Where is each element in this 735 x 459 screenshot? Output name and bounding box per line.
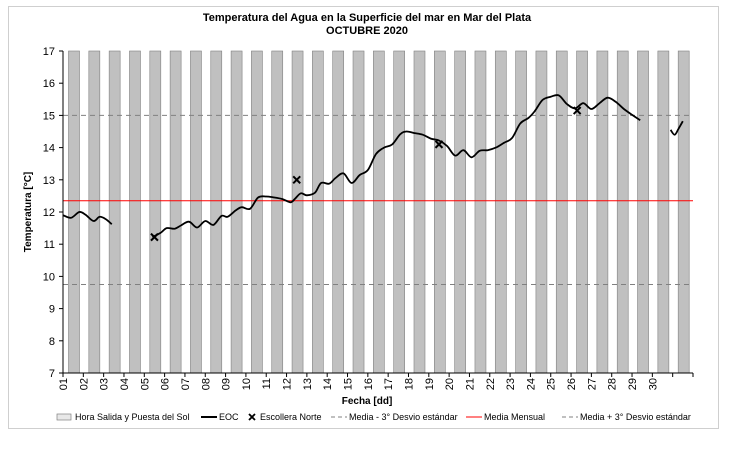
x-tick-label: 21 [464,378,476,390]
x-tick-label: 11 [261,378,273,389]
legend-label: Media + 3° Desvio estándar [580,412,691,422]
y-tick-label: 15 [43,110,55,122]
daylight-bar [637,50,649,374]
y-tick-label: 17 [43,46,55,58]
daylight-bar [149,50,162,374]
legend-label: Escollera Norte [260,412,322,422]
daylight-bar [291,50,304,374]
y-tick-label: 14 [43,143,55,155]
x-axis-label: Fecha [dd] [342,396,393,407]
escollera-norte-point [572,106,582,115]
y-tick-label: 16 [43,78,55,90]
daylight-bar [312,50,324,374]
daylight-bar [271,50,284,374]
daylight-bar [474,50,487,374]
daylight-bars [68,50,690,374]
x-tick-label: 19 [424,378,436,390]
x-tick-label: 05 [139,378,151,390]
y-tick-label: 8 [49,336,55,348]
y-tick-label: 11 [44,239,55,251]
daylight-bar [677,50,690,374]
x-tick-label: 08 [200,378,212,390]
daylight-bar [190,50,202,374]
y-tick-label: 12 [43,207,55,219]
daylight-bar [596,50,609,374]
daylight-bar [332,50,345,374]
y-tick-label: 7 [49,368,55,380]
y-tick-label: 13 [43,175,55,187]
x-tick-label: 13 [302,378,314,390]
daylight-bar [434,50,446,374]
x-tick-label: 17 [383,378,395,390]
x-tick-label: 15 [343,378,355,390]
legend-label: Hora Salida y Puesta del Sol [75,412,190,422]
escollera-norte-series [150,106,582,242]
eoc-line-segment [151,94,641,238]
x-tick-label: 01 [58,378,70,390]
escollera-norte-point [292,175,301,185]
x-tick-label: 22 [485,378,497,390]
daylight-bar [616,50,629,374]
escollera-norte-point [434,140,444,149]
x-tick-label: 26 [566,378,578,390]
x-tick-label: 27 [586,378,598,390]
eoc-series [62,94,684,238]
x-tick-label: 29 [627,378,639,390]
daylight-bar [88,50,101,374]
daylight-bar [108,50,121,374]
daylight-bar [515,50,527,374]
legend-label: Media - 3° Desvio estándar [349,412,458,422]
x-tick-labels: 01 02 03 04 05 06 07 08 09 10 11 12 13 14 15 16 17 18 19 20… [58,373,694,390]
x-tick-label: 16 [363,378,375,390]
y-tick-labels: 7 8 9 10 11 12 13 14 15 16 17 [43,46,63,380]
y-tick-label: 9 [49,304,55,316]
daylight-bar [494,50,507,374]
chart-title: Temperatura del Agua en la Superficie de… [203,12,532,24]
x-tick-label: 28 [607,378,619,390]
chart-subtitle: OCTUBRE 2020 [326,25,408,37]
x-tick-label: 09 [221,378,233,390]
x-tick-label: 25 [546,378,558,390]
eoc-line-segment [62,211,113,225]
escollera-norte-point [150,232,159,242]
daylight-bar [454,50,466,374]
y-tick-label: 10 [43,271,55,283]
daylight-bar [413,50,426,374]
eoc-line-segment [669,120,684,136]
chart-frame [8,6,719,429]
x-tick-label: 04 [119,378,131,390]
daylight-bar [251,50,263,374]
daylight-bar [129,50,141,374]
daylight-bar [657,50,670,374]
x-tick-label: 20 [444,378,456,390]
x-tick-label: 03 [99,378,111,390]
legend-swatch [56,413,72,421]
x-tick-label: 24 [525,378,537,390]
legend-swatch [248,413,256,421]
daylight-bar [576,50,588,374]
x-tick-label: 07 [180,378,192,390]
legend-label: EOC [219,412,239,422]
x-tick-label: 02 [78,378,90,390]
legend: Hora Salida y Puesta del Sol EOC Escollera… [56,412,691,422]
x-tick-label: 23 [505,378,517,390]
daylight-bar [210,50,223,374]
x-tick-label: 14 [322,378,334,390]
reference-lines [63,114,693,285]
daylight-bar [169,50,182,374]
daylight-bar [535,50,548,374]
y-axis-label: Temperatura [°C] [23,172,34,253]
x-tick-label: 06 [160,378,172,390]
x-tick-label: 12 [282,378,294,390]
daylight-bar [393,50,405,374]
legend-label: Media Mensual [484,412,545,422]
daylight-bar [352,50,365,374]
daylight-bar [373,50,385,374]
x-tick-label: 30 [647,378,659,390]
x-tick-label: 10 [241,378,253,390]
x-tick-label: 18 [403,378,415,390]
